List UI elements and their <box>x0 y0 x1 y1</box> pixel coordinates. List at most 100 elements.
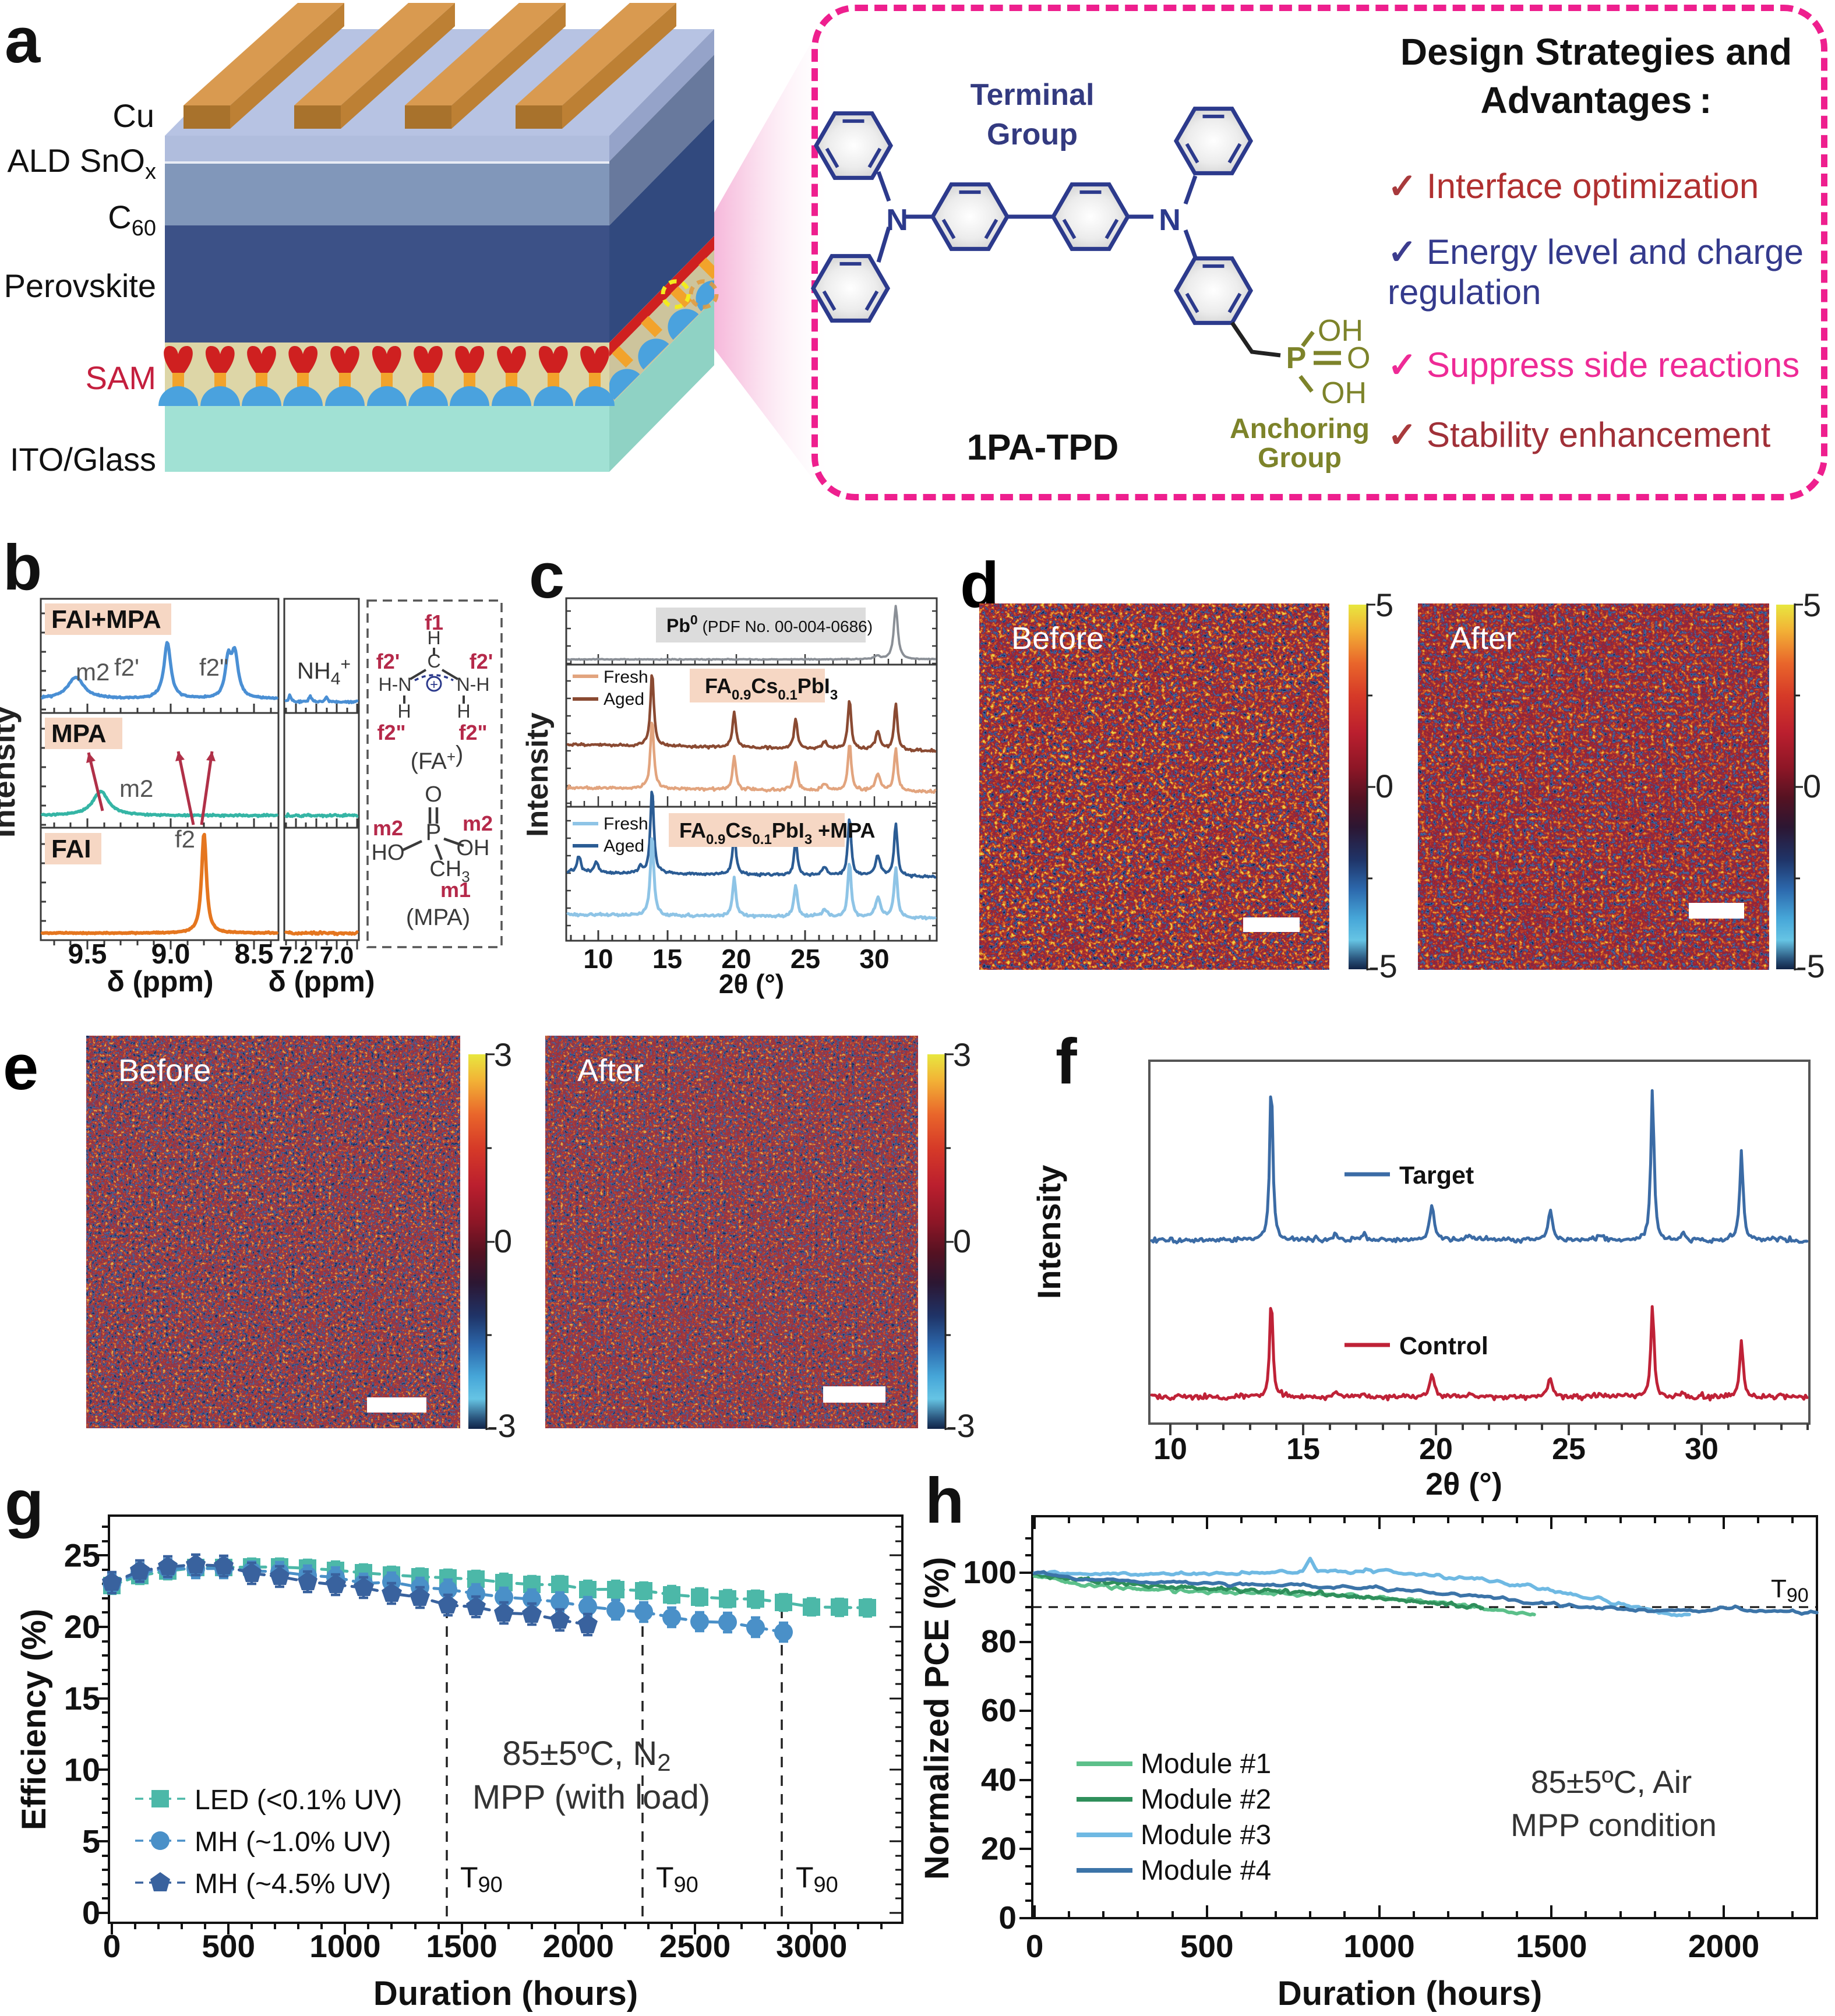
svg-text:Module #3: Module #3 <box>1141 1820 1271 1851</box>
svg-text:f2": f2" <box>377 721 405 744</box>
svg-text:0: 0 <box>998 1900 1017 1936</box>
svg-text:25: 25 <box>1552 1432 1586 1466</box>
svg-text:(MPA): (MPA) <box>406 905 470 930</box>
svg-text:NH4+: NH4+ <box>297 655 351 689</box>
svg-text:40: 40 <box>981 1761 1017 1798</box>
svg-text:Duration (hours): Duration (hours) <box>373 1975 638 2013</box>
svg-text:20: 20 <box>981 1830 1017 1866</box>
svg-text:0: 0 <box>1375 768 1393 804</box>
svg-text:Control: Control <box>1399 1332 1488 1360</box>
svg-text:H: H <box>427 627 440 648</box>
svg-text:Fresh: Fresh <box>604 668 648 687</box>
svg-text:(FA+): (FA+) <box>411 742 464 774</box>
svg-text:f2': f2' <box>376 649 400 673</box>
svg-text:Perovskite: Perovskite <box>4 267 156 304</box>
svg-text:MPP (with load): MPP (with load) <box>472 1778 710 1816</box>
svg-text:After: After <box>577 1053 644 1088</box>
svg-text:Intensity: Intensity <box>524 712 555 837</box>
svg-text:Anchoring: Anchoring <box>1230 414 1370 444</box>
svg-text:OH: OH <box>1321 376 1367 410</box>
svg-text:After: After <box>1450 621 1516 656</box>
svg-text:9.0: 9.0 <box>151 939 190 970</box>
svg-text:2000: 2000 <box>543 1928 614 1964</box>
svg-text:85±5ºC, Air: 85±5ºC, Air <box>1531 1764 1692 1800</box>
svg-text:+: + <box>430 677 438 693</box>
svg-text:MPA: MPA <box>51 719 107 748</box>
svg-text:f2: f2 <box>175 825 195 853</box>
svg-text:0: 0 <box>494 1223 512 1259</box>
svg-text:Normalized PCE (%): Normalized PCE (%) <box>918 1557 956 1880</box>
svg-text:H-N: H-N <box>379 674 412 695</box>
svg-text:Module #2: Module #2 <box>1141 1784 1271 1815</box>
svg-text:Aged: Aged <box>604 690 644 709</box>
svg-text:Module #1: Module #1 <box>1141 1749 1271 1780</box>
svg-text:20: 20 <box>1419 1432 1453 1466</box>
svg-text:f2": f2" <box>458 721 487 744</box>
svg-text:500: 500 <box>202 1928 255 1964</box>
svg-text:3: 3 <box>494 1037 512 1073</box>
svg-text:Terminal: Terminal <box>971 78 1095 112</box>
svg-text:5: 5 <box>1375 587 1393 623</box>
svg-text:Group: Group <box>1258 443 1342 474</box>
svg-text:85±5ºC, N2: 85±5ºC, N2 <box>502 1735 671 1776</box>
svg-text:15: 15 <box>64 1680 100 1717</box>
svg-text:LED (<0.1% UV): LED (<0.1% UV) <box>195 1785 402 1816</box>
svg-text:10: 10 <box>64 1752 100 1788</box>
svg-text:10: 10 <box>1153 1432 1187 1466</box>
svg-text:Intensity: Intensity <box>1031 1165 1067 1299</box>
svg-text:N: N <box>886 203 908 237</box>
svg-text:Module #4: Module #4 <box>1141 1855 1271 1886</box>
svg-text:P: P <box>426 820 442 845</box>
svg-text:T90: T90 <box>656 1861 698 1897</box>
svg-text:C60: C60 <box>108 199 156 241</box>
svg-text:1500: 1500 <box>1516 1928 1587 1964</box>
svg-text:N-H: N-H <box>457 674 490 695</box>
svg-text:MH (~1.0% UV): MH (~1.0% UV) <box>195 1827 391 1858</box>
svg-text:30: 30 <box>859 944 889 974</box>
svg-text:FAI+MPA: FAI+MPA <box>51 605 161 634</box>
svg-text:2θ (°): 2θ (°) <box>1425 1467 1502 1502</box>
svg-text:1PA-TPD: 1PA-TPD <box>967 428 1119 468</box>
svg-text:Cu: Cu <box>112 97 154 134</box>
svg-text:30: 30 <box>1685 1432 1718 1466</box>
svg-text:b: b <box>3 542 42 603</box>
svg-text:m2: m2 <box>76 658 110 686</box>
svg-text:P: P <box>1286 341 1307 375</box>
svg-text:60: 60 <box>981 1692 1017 1728</box>
svg-text:20: 20 <box>721 944 751 974</box>
svg-text:m1: m1 <box>440 878 471 902</box>
svg-text:FAI: FAI <box>51 835 91 863</box>
svg-text:0: 0 <box>1803 768 1821 804</box>
svg-text:T90: T90 <box>1771 1574 1809 1607</box>
svg-text:0: 0 <box>1026 1928 1044 1964</box>
svg-text:Intensity: Intensity <box>0 706 22 838</box>
svg-text:5: 5 <box>82 1823 100 1859</box>
svg-text:-5: -5 <box>1796 948 1825 984</box>
svg-text:7.0: 7.0 <box>320 941 354 969</box>
svg-text:2000: 2000 <box>1688 1928 1759 1964</box>
svg-text:OH: OH <box>457 836 490 860</box>
svg-text:0: 0 <box>953 1223 971 1259</box>
svg-text:a: a <box>5 5 41 76</box>
svg-text:Aged: Aged <box>604 836 644 856</box>
svg-text:SAM: SAM <box>86 359 156 396</box>
svg-text:e: e <box>3 1032 38 1101</box>
svg-text:f1: f1 <box>425 610 443 634</box>
svg-text:100: 100 <box>963 1554 1017 1590</box>
svg-text:0: 0 <box>103 1928 121 1964</box>
svg-text:5: 5 <box>1803 587 1821 623</box>
svg-text:OH: OH <box>1318 314 1363 348</box>
svg-text:80: 80 <box>981 1623 1017 1660</box>
svg-text:20: 20 <box>64 1608 100 1645</box>
svg-text:ALD SnOx: ALD SnOx <box>7 142 156 184</box>
svg-text:N: N <box>1159 203 1181 237</box>
svg-text:MPP condition: MPP condition <box>1511 1807 1717 1843</box>
svg-text:15: 15 <box>1286 1432 1320 1466</box>
svg-text:f2': f2' <box>114 654 139 681</box>
svg-text:2500: 2500 <box>659 1928 731 1964</box>
svg-text:Efficiency (%): Efficiency (%) <box>15 1609 53 1830</box>
svg-text:h: h <box>925 1474 964 1537</box>
svg-text:Group: Group <box>987 118 1078 151</box>
svg-text:c: c <box>529 548 564 612</box>
svg-text:m2: m2 <box>373 816 403 840</box>
